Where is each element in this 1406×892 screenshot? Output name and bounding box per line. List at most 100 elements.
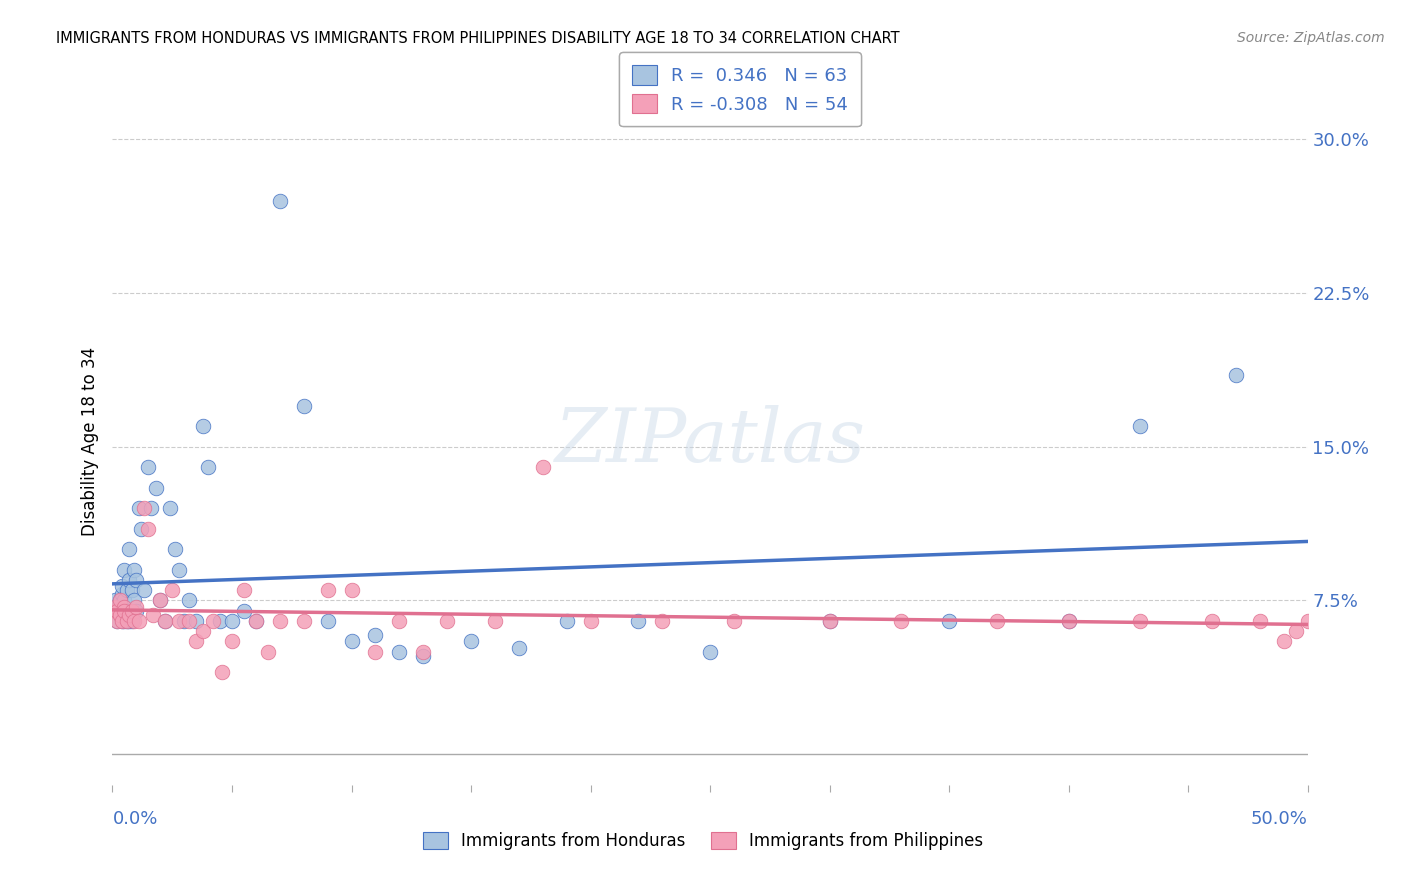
Point [193,419,215,434]
Point [364,628,387,642]
Legend: Immigrants from Honduras, Immigrants from Philippines: Immigrants from Honduras, Immigrants fro… [416,825,990,857]
Point [118,573,141,587]
Point [162,583,183,598]
Text: IMMIGRANTS FROM HONDURAS VS IMMIGRANTS FROM PHILIPPINES DISABILITY AGE 18 TO 34 : IMMIGRANTS FROM HONDURAS VS IMMIGRANTS F… [56,31,900,46]
Point [938,614,960,628]
Point [122,593,145,607]
Point [193,624,215,639]
Point [125,599,148,614]
Point [105,604,128,618]
Text: 50.0%: 50.0% [1251,810,1308,828]
Point [221,634,243,648]
Text: Source: ZipAtlas.com: Source: ZipAtlas.com [1237,31,1385,45]
Point [108,607,131,622]
Point [412,648,434,663]
Point [1225,368,1247,382]
Point [1057,614,1080,628]
Legend: R =  0.346   N = 63, R = -0.308   N = 54: R = 0.346 N = 63, R = -0.308 N = 54 [619,53,860,127]
Point [111,614,134,628]
Point [104,599,127,614]
Point [104,599,127,614]
Point [114,604,135,618]
Point [221,614,243,628]
Y-axis label: Disability Age 18 to 34: Disability Age 18 to 34 [80,347,98,536]
Point [105,604,128,618]
Point [531,460,554,475]
Point [105,614,128,628]
Point [111,614,134,628]
Point [197,460,219,475]
Point [108,593,131,607]
Point [122,563,145,577]
Point [125,604,148,618]
Point [1057,614,1080,628]
Point [114,614,135,628]
Point [186,634,208,648]
Point [115,583,138,598]
Point [340,634,363,648]
Point [153,614,176,628]
Point [169,614,191,628]
Point [159,501,181,516]
Point [627,614,650,628]
Point [555,614,578,628]
Point [118,542,141,557]
Point [201,614,224,628]
Point [121,583,143,598]
Point [121,614,143,628]
Point [104,604,127,618]
Point [121,604,143,618]
Text: 0.0%: 0.0% [112,810,157,828]
Point [118,607,141,622]
Point [1272,634,1295,648]
Point [460,634,482,648]
Point [132,501,155,516]
Point [115,614,138,628]
Point [269,614,291,628]
Point [111,587,134,601]
Point [245,614,267,628]
Point [128,501,150,516]
Point [1201,614,1223,628]
Point [142,607,165,622]
Point [173,614,195,628]
Point [340,583,363,598]
Point [128,614,150,628]
Point [388,614,411,628]
Point [723,614,745,628]
Point [890,614,912,628]
Point [818,614,841,628]
Point [818,614,841,628]
Point [245,614,267,628]
Point [508,640,530,655]
Point [108,593,131,607]
Point [316,583,339,598]
Point [118,614,141,628]
Point [292,399,315,413]
Point [233,583,256,598]
Point [292,614,315,628]
Point [388,645,411,659]
Point [209,614,232,628]
Point [436,614,458,628]
Point [114,593,135,607]
Point [169,563,191,577]
Point [1129,419,1152,434]
Point [316,614,339,628]
Point [108,599,131,614]
Point [114,599,135,614]
Point [145,481,167,495]
Point [986,614,1008,628]
Point [129,522,152,536]
Point [211,665,233,680]
Point [138,460,160,475]
Point [177,614,200,628]
Point [149,593,172,607]
Point [104,593,127,607]
Point [1129,614,1152,628]
Point [108,607,131,622]
Text: ZIPatlas: ZIPatlas [554,405,866,478]
Point [699,645,721,659]
Point [1285,624,1308,639]
Point [153,614,176,628]
